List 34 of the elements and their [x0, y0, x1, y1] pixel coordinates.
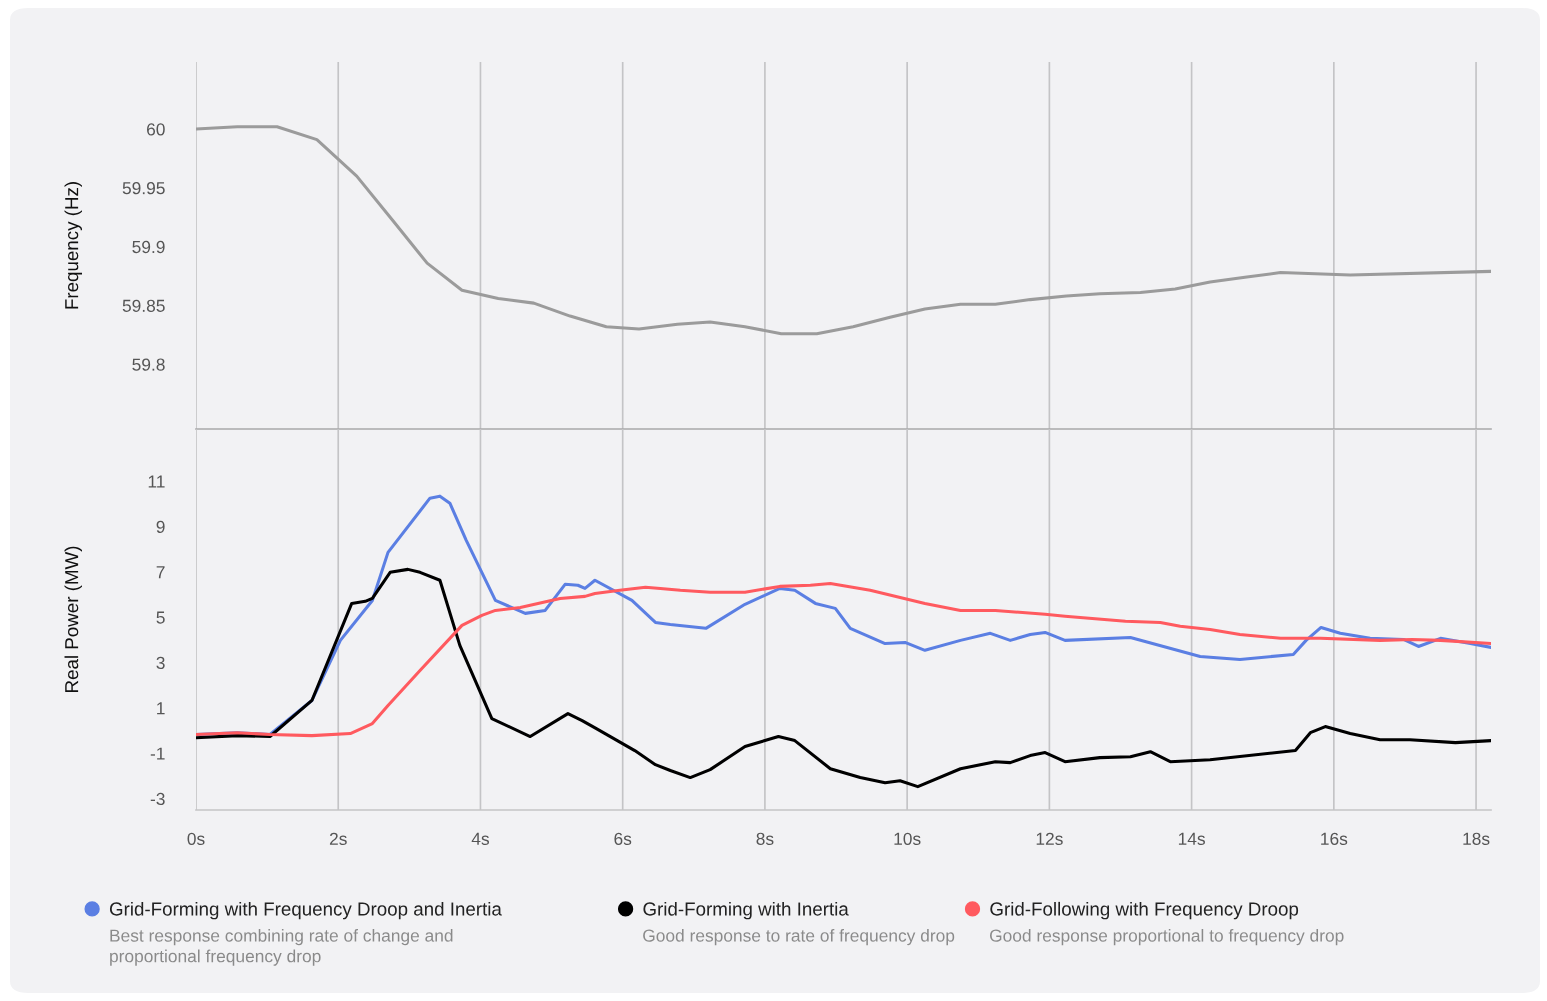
- y-tick-label: 59.95: [122, 182, 165, 195]
- line-series: [196, 567, 1491, 789]
- y-tick-label: 9: [156, 520, 165, 533]
- y-tick-label: -1: [150, 747, 165, 760]
- y-axis-title: Frequency (Hz): [64, 182, 82, 309]
- x-tick-label: 4s: [471, 832, 489, 845]
- x-tick-label: 2s: [329, 832, 347, 845]
- text: Good response proportional to frequency drop: [990, 929, 1344, 946]
- legend-label: Grid-Following with Frequency Droop: [990, 901, 1299, 920]
- y-tick-label: 59.9: [132, 240, 165, 254]
- x-tick-label: 12s: [1036, 832, 1063, 845]
- line-series: [196, 581, 1491, 738]
- x-tick-label: 14s: [1178, 832, 1205, 845]
- y-tick-label: 59.8: [132, 358, 165, 371]
- x-tick-label: 10s: [894, 832, 921, 845]
- y-tick-label: 3: [156, 656, 165, 670]
- x-tick-label: 8s: [756, 832, 774, 845]
- line-series: [196, 125, 1491, 336]
- y-tick-label: 1: [157, 702, 165, 715]
- x-tick-label: 18s: [1463, 832, 1490, 845]
- y-axis-title: Real Power (MW): [64, 546, 82, 692]
- text: Best response combining rate of change and proportional frequency drop: [110, 929, 453, 966]
- x-tick-label: 16s: [1321, 832, 1348, 845]
- x-tick-label: 0s: [187, 832, 205, 845]
- y-tick-label: 60: [147, 123, 165, 136]
- text: Good response to rate of frequency drop: [643, 929, 955, 946]
- y-tick-label: 7: [156, 566, 165, 579]
- y-tick-label: -3: [150, 792, 165, 806]
- y-tick-label: 5: [156, 611, 165, 624]
- x-tick-label: 6s: [614, 832, 632, 845]
- y-tick-label: 59.85: [122, 299, 165, 312]
- legend-label: Grid-Forming with Frequency Droop and Inertia: [109, 901, 502, 920]
- legend-label: Grid-Forming with Inertia: [643, 901, 849, 920]
- y-tick-label: 11: [148, 475, 165, 488]
